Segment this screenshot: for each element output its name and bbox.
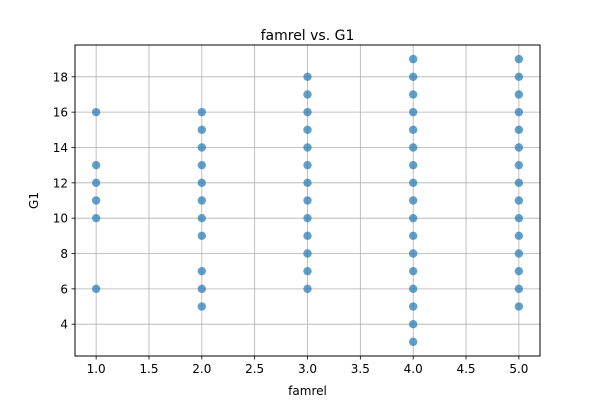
data-point	[197, 231, 207, 241]
x-tick-label: 3.0	[298, 362, 317, 376]
data-point	[91, 284, 101, 294]
y-axis-label: G1	[27, 192, 41, 209]
data-point	[408, 196, 418, 205]
data-point	[303, 160, 312, 170]
data-point	[303, 196, 312, 205]
data-point	[514, 284, 524, 294]
data-point	[514, 213, 524, 223]
data-point	[197, 266, 207, 276]
data-point	[514, 178, 524, 188]
data-point	[303, 249, 312, 258]
x-axis-ticks: 1.0 1.5 2.0 2.5 3.0 3.5 4.0 4.5 5.0	[87, 356, 528, 376]
data-point	[197, 178, 207, 188]
y-tick-label: 4	[60, 318, 68, 332]
data-point	[408, 107, 418, 117]
data-point	[514, 266, 524, 276]
data-point	[197, 143, 207, 152]
data-point	[514, 107, 524, 117]
data-point	[303, 284, 312, 294]
data-point	[408, 284, 418, 294]
data-point	[303, 107, 312, 117]
data-point	[408, 90, 418, 99]
data-point	[303, 143, 312, 152]
data-point	[408, 319, 418, 329]
data-point	[408, 125, 418, 135]
data-points	[91, 54, 524, 347]
data-point	[408, 337, 418, 347]
data-point	[303, 266, 312, 276]
x-axis-label: famrel	[288, 384, 327, 398]
data-point	[408, 72, 418, 82]
data-point	[514, 160, 524, 170]
data-point	[197, 213, 207, 223]
data-point	[514, 54, 524, 64]
data-point	[197, 160, 207, 170]
data-point	[197, 302, 207, 311]
data-point	[303, 125, 312, 135]
y-tick-label: 10	[53, 212, 68, 226]
data-point	[408, 213, 418, 223]
chart-title: famrel vs. G1	[261, 28, 355, 44]
data-point	[408, 249, 418, 258]
data-point	[408, 302, 418, 311]
y-tick-label: 14	[53, 141, 68, 155]
data-point	[197, 196, 207, 205]
data-point	[91, 107, 101, 117]
y-tick-label: 6	[60, 282, 68, 296]
y-tick-label: 8	[60, 247, 68, 261]
y-tick-label: 16	[53, 106, 68, 120]
data-point	[514, 302, 524, 311]
x-tick-label: 5.0	[509, 362, 528, 376]
data-point	[514, 196, 524, 205]
data-point	[197, 125, 207, 135]
data-point	[303, 90, 312, 99]
data-point	[514, 231, 524, 241]
x-tick-label: 1.5	[139, 362, 158, 376]
data-point	[197, 107, 207, 117]
data-point	[408, 178, 418, 188]
data-point	[514, 72, 524, 82]
data-point	[408, 160, 418, 170]
data-point	[408, 143, 418, 152]
data-point	[303, 72, 312, 82]
data-point	[303, 178, 312, 188]
x-tick-label: 4.0	[404, 362, 423, 376]
x-tick-label: 4.5	[456, 362, 475, 376]
data-point	[197, 284, 207, 294]
data-point	[91, 196, 101, 205]
y-tick-label: 18	[53, 70, 68, 84]
data-point	[91, 160, 101, 170]
x-tick-label: 2.5	[245, 362, 264, 376]
data-point	[514, 249, 524, 258]
x-tick-label: 2.0	[192, 362, 211, 376]
y-tick-label: 12	[53, 176, 68, 190]
data-point	[91, 178, 101, 188]
data-point	[514, 125, 524, 135]
x-tick-label: 1.0	[87, 362, 106, 376]
data-point	[514, 143, 524, 152]
data-point	[514, 90, 524, 99]
data-point	[303, 213, 312, 223]
data-point	[408, 231, 418, 241]
data-point	[408, 54, 418, 64]
data-point	[91, 213, 101, 223]
y-axis-ticks: 4 6 8 10 12 14 16 18	[53, 70, 75, 332]
data-point	[303, 231, 312, 241]
data-point	[408, 266, 418, 276]
x-tick-label: 3.5	[351, 362, 370, 376]
